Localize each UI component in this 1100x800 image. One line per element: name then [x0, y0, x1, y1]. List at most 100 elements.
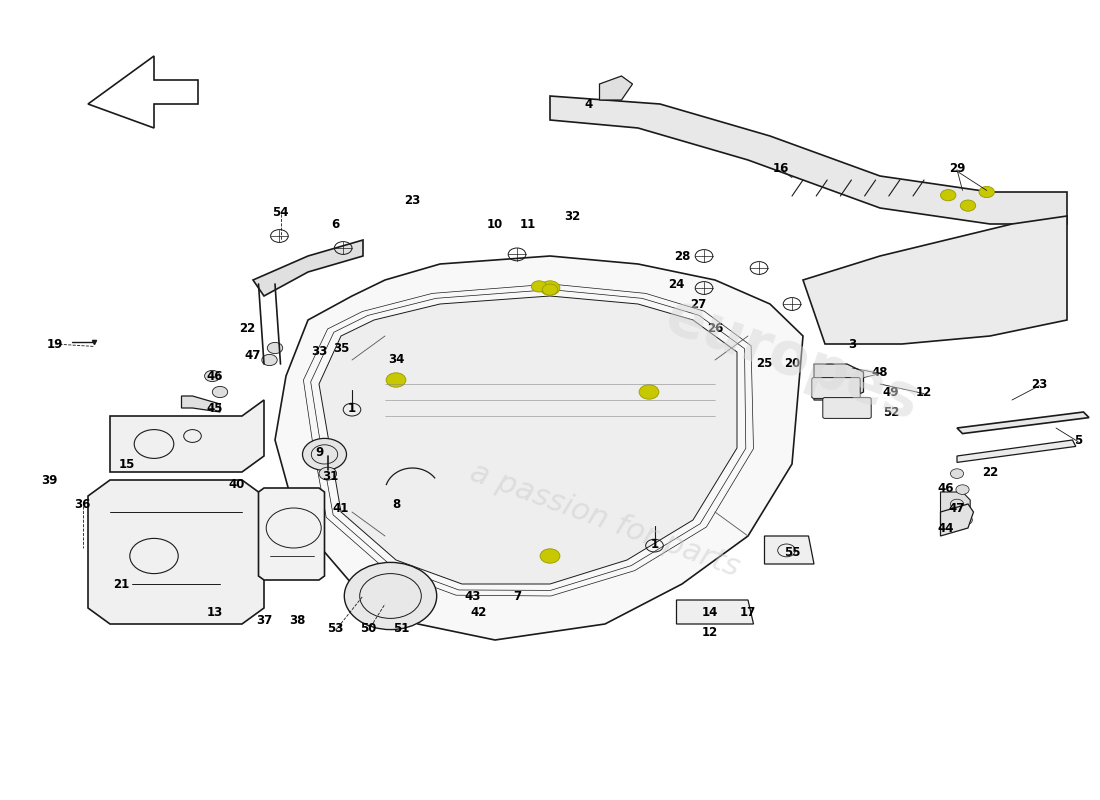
- Text: 12: 12: [916, 386, 932, 398]
- Text: 19: 19: [47, 338, 63, 350]
- Text: 41: 41: [333, 502, 349, 514]
- Text: 52: 52: [883, 406, 899, 418]
- Text: 48: 48: [871, 366, 889, 378]
- Circle shape: [542, 284, 558, 295]
- Text: 34: 34: [388, 354, 404, 366]
- Text: 3: 3: [848, 338, 857, 350]
- Text: 20: 20: [784, 358, 800, 370]
- Text: 49: 49: [883, 386, 900, 398]
- Text: 16: 16: [773, 162, 789, 174]
- Circle shape: [959, 515, 972, 525]
- Polygon shape: [803, 216, 1067, 344]
- Circle shape: [639, 385, 659, 399]
- Text: 25: 25: [757, 358, 772, 370]
- Text: 26: 26: [707, 322, 723, 334]
- Text: 35: 35: [333, 342, 349, 354]
- Polygon shape: [275, 256, 803, 640]
- Polygon shape: [88, 480, 264, 624]
- Polygon shape: [676, 600, 754, 624]
- Text: 44: 44: [937, 522, 955, 534]
- Text: 24: 24: [669, 278, 684, 290]
- Text: 23: 23: [1032, 378, 1047, 390]
- Circle shape: [267, 342, 283, 354]
- Text: 45: 45: [207, 402, 222, 414]
- Text: 1: 1: [650, 538, 659, 550]
- Text: 14: 14: [702, 606, 717, 618]
- Text: 28: 28: [674, 250, 690, 262]
- Text: 4: 4: [584, 98, 593, 110]
- Text: 27: 27: [691, 298, 706, 310]
- Text: 12: 12: [702, 626, 717, 638]
- Text: 37: 37: [256, 614, 272, 626]
- Text: 7: 7: [513, 590, 521, 602]
- Polygon shape: [110, 400, 264, 472]
- Text: europes: europes: [657, 288, 927, 432]
- Text: 21: 21: [113, 578, 129, 590]
- Circle shape: [956, 485, 969, 494]
- Text: 8: 8: [392, 498, 400, 510]
- Circle shape: [960, 200, 976, 211]
- Polygon shape: [814, 364, 864, 400]
- Polygon shape: [253, 240, 363, 296]
- Circle shape: [540, 549, 560, 563]
- Text: 47: 47: [245, 350, 261, 362]
- Circle shape: [386, 373, 406, 387]
- Text: 22: 22: [240, 322, 255, 334]
- Text: 40: 40: [229, 478, 244, 490]
- Text: 55: 55: [783, 546, 801, 558]
- Text: 54: 54: [273, 206, 288, 218]
- Polygon shape: [957, 440, 1076, 462]
- Circle shape: [531, 281, 547, 292]
- Polygon shape: [836, 400, 852, 416]
- Polygon shape: [764, 536, 814, 564]
- Text: a passion for parts: a passion for parts: [466, 458, 744, 582]
- Polygon shape: [319, 296, 737, 584]
- Text: 11: 11: [520, 218, 536, 230]
- Text: 42: 42: [471, 606, 486, 618]
- Text: 46: 46: [937, 482, 955, 494]
- Circle shape: [950, 499, 964, 509]
- Text: 23: 23: [405, 194, 420, 206]
- Circle shape: [940, 190, 956, 201]
- Text: 51: 51: [394, 622, 409, 634]
- FancyBboxPatch shape: [823, 398, 871, 418]
- Text: 38: 38: [289, 614, 305, 626]
- Polygon shape: [957, 412, 1089, 434]
- Polygon shape: [940, 504, 974, 536]
- Text: 43: 43: [465, 590, 481, 602]
- Text: 9: 9: [315, 446, 323, 458]
- Circle shape: [950, 469, 964, 478]
- Circle shape: [212, 386, 228, 398]
- Text: 31: 31: [322, 470, 338, 482]
- Polygon shape: [182, 396, 220, 412]
- Circle shape: [205, 370, 220, 382]
- Text: 22: 22: [982, 466, 998, 478]
- Text: 6: 6: [331, 218, 340, 230]
- Circle shape: [319, 467, 337, 480]
- Text: 32: 32: [564, 210, 580, 222]
- Text: 53: 53: [328, 622, 343, 634]
- FancyBboxPatch shape: [812, 378, 860, 398]
- Text: 5: 5: [1074, 434, 1082, 446]
- Text: 10: 10: [487, 218, 503, 230]
- Text: 46: 46: [207, 370, 222, 382]
- Polygon shape: [940, 492, 970, 524]
- Text: 15: 15: [119, 458, 134, 470]
- Text: 36: 36: [75, 498, 90, 510]
- Polygon shape: [550, 96, 1067, 224]
- Polygon shape: [258, 488, 324, 580]
- Text: 1: 1: [348, 402, 356, 414]
- Circle shape: [262, 354, 277, 366]
- Text: 33: 33: [311, 346, 327, 358]
- Circle shape: [979, 186, 994, 198]
- Circle shape: [344, 562, 437, 630]
- Polygon shape: [600, 76, 632, 100]
- Circle shape: [302, 438, 346, 470]
- Text: 17: 17: [740, 606, 756, 618]
- Text: 39: 39: [42, 474, 57, 486]
- Text: 13: 13: [207, 606, 222, 618]
- Text: 29: 29: [949, 162, 965, 174]
- Text: 47: 47: [949, 502, 965, 514]
- Text: 50: 50: [361, 622, 376, 634]
- Circle shape: [540, 281, 560, 295]
